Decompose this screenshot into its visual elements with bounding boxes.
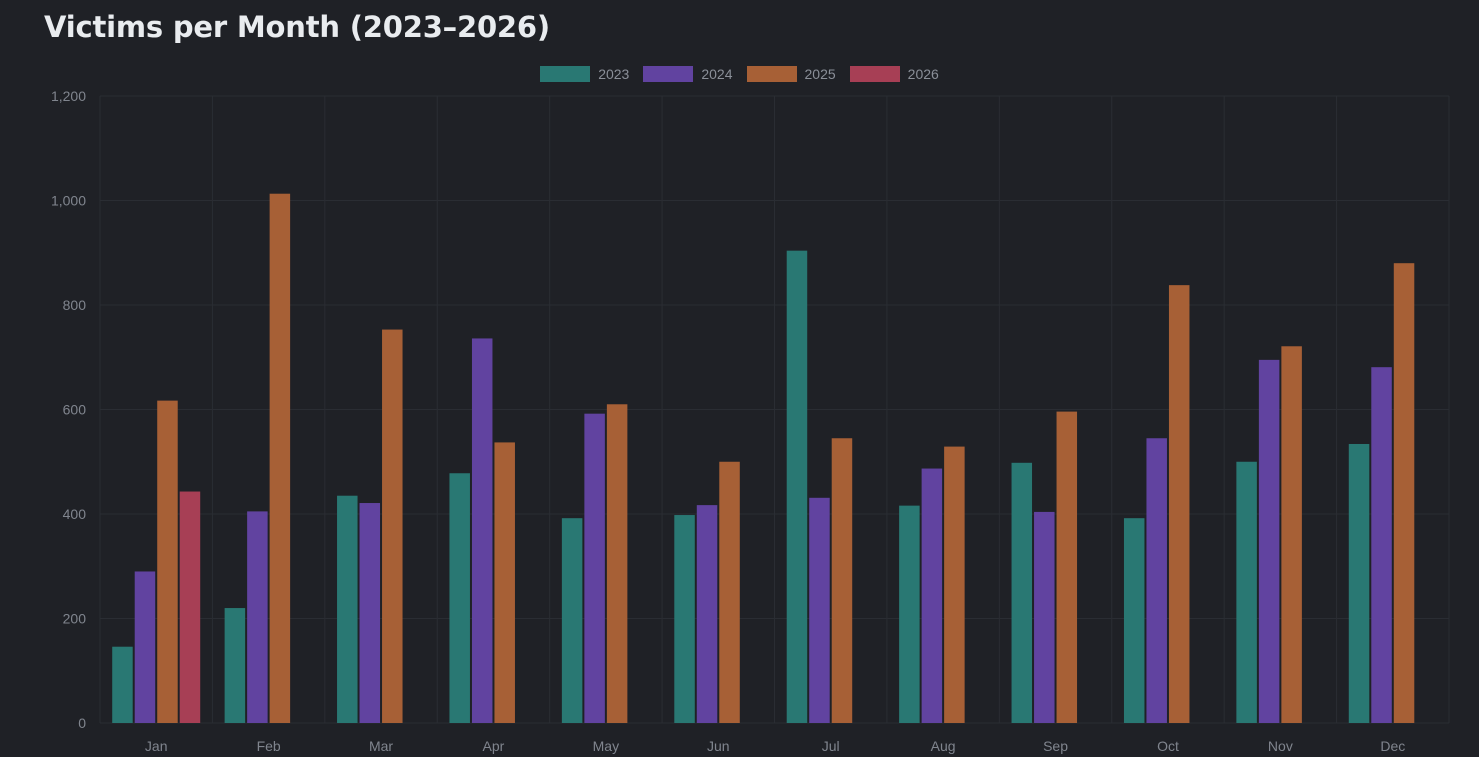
legend-label: 2025 bbox=[804, 66, 836, 82]
legend-swatch bbox=[746, 66, 797, 82]
legend-item-2023[interactable]: 2023 bbox=[540, 66, 629, 82]
bar-2024-mar bbox=[359, 503, 381, 723]
legend-swatch bbox=[643, 66, 694, 82]
bar-2024-feb bbox=[247, 511, 268, 723]
bar-2023-apr bbox=[449, 473, 470, 723]
bar-2025-jul bbox=[831, 438, 853, 723]
bar-2023-mar bbox=[337, 495, 358, 723]
bar-2023-oct bbox=[1123, 518, 1145, 723]
bar-2023-may bbox=[561, 518, 583, 723]
bar-2024-sep bbox=[1034, 511, 1055, 723]
bar-2025-apr bbox=[494, 442, 515, 723]
bar-2025-nov bbox=[1281, 346, 1302, 723]
y-tick-label: 200 bbox=[63, 611, 87, 627]
bar-2024-apr bbox=[471, 338, 493, 723]
bar-2026-jan bbox=[179, 491, 201, 723]
x-tick-label: May bbox=[593, 738, 619, 754]
x-tick-label: Mar bbox=[369, 738, 393, 754]
chart-legend: 2023 2024 2025 2026 bbox=[0, 66, 1479, 82]
bar-2023-jun bbox=[674, 515, 695, 723]
bar-2024-dec bbox=[1371, 367, 1392, 723]
bar-2025-may bbox=[606, 404, 628, 723]
y-tick-label: 400 bbox=[63, 506, 87, 522]
legend-label: 2023 bbox=[598, 66, 630, 82]
x-tick-label: Nov bbox=[1268, 738, 1293, 754]
legend-item-2025[interactable]: 2025 bbox=[746, 66, 836, 82]
bar-2025-sep bbox=[1056, 411, 1078, 723]
chart-title: Victims per Month (2023–2026) bbox=[44, 10, 550, 44]
bar-2024-oct bbox=[1146, 438, 1167, 723]
y-tick-label: 800 bbox=[63, 297, 87, 313]
bar-2023-aug bbox=[899, 505, 920, 723]
x-tick-label: Jul bbox=[822, 738, 840, 754]
bar-2023-jul bbox=[786, 250, 808, 723]
x-tick-label: Jan bbox=[145, 738, 168, 754]
bar-2025-mar bbox=[382, 329, 403, 723]
bar-2024-jul bbox=[809, 497, 830, 723]
bar-2025-oct bbox=[1168, 285, 1190, 723]
bar-2024-aug bbox=[921, 468, 943, 723]
x-tick-label: Aug bbox=[931, 738, 956, 754]
bar-2024-may bbox=[584, 413, 605, 723]
x-tick-label: Dec bbox=[1380, 738, 1405, 754]
bar-2023-dec bbox=[1348, 443, 1370, 723]
x-tick-label: Jun bbox=[707, 738, 730, 754]
y-tick-label: 1,000 bbox=[51, 193, 86, 209]
bar-2025-aug bbox=[944, 446, 965, 723]
bar-2024-jun bbox=[696, 505, 718, 723]
y-tick-label: 0 bbox=[78, 715, 86, 731]
bar-2025-feb bbox=[269, 193, 291, 723]
bar-2023-nov bbox=[1236, 461, 1257, 723]
x-tick-label: Feb bbox=[257, 738, 281, 754]
legend-item-2024[interactable]: 2024 bbox=[643, 66, 733, 82]
x-tick-label: Sep bbox=[1043, 738, 1068, 754]
legend-label: 2024 bbox=[701, 66, 733, 82]
bar-2024-nov bbox=[1258, 359, 1280, 723]
x-tick-label: Oct bbox=[1157, 738, 1179, 754]
legend-swatch bbox=[849, 66, 900, 82]
bar-2025-dec bbox=[1393, 263, 1415, 723]
legend-item-2026[interactable]: 2026 bbox=[849, 66, 939, 82]
bar-2025-jun bbox=[719, 461, 740, 723]
bar-2023-sep bbox=[1011, 462, 1033, 723]
x-tick-label: Apr bbox=[483, 738, 505, 754]
y-tick-label: 1,200 bbox=[51, 88, 86, 104]
bar-2025-jan bbox=[157, 400, 178, 723]
y-tick-label: 600 bbox=[63, 402, 87, 418]
legend-label: 2026 bbox=[907, 66, 939, 82]
bar-2023-jan bbox=[112, 646, 133, 723]
legend-swatch bbox=[540, 66, 591, 82]
bar-2023-feb bbox=[224, 608, 246, 723]
bar-2024-jan bbox=[134, 571, 156, 723]
